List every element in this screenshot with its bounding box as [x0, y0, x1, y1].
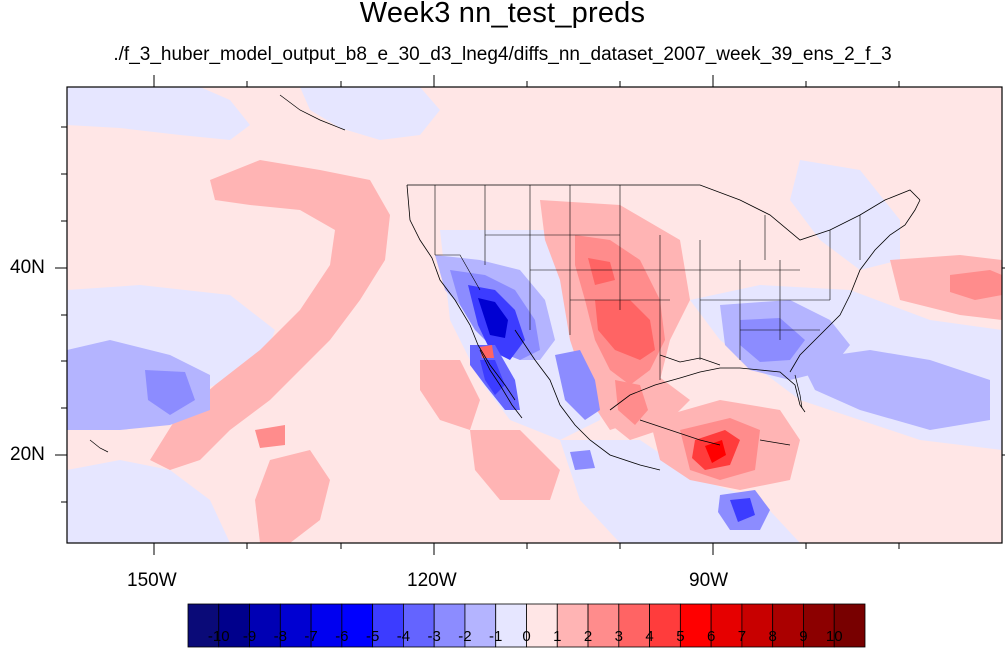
colorbar-swatch — [772, 603, 804, 648]
state-borders — [434, 185, 861, 380]
colorbar-label: -1 — [489, 628, 503, 645]
plot-title: Week3 nn_test_preds — [359, 0, 646, 29]
colorbar-swatch — [526, 603, 558, 648]
colorbar-label: -5 — [365, 628, 380, 645]
colorbar-label: 3 — [614, 628, 623, 645]
colorbar-swatch — [279, 603, 312, 648]
colorbar-label: -2 — [458, 628, 472, 645]
colorbar-swatch — [218, 603, 250, 648]
lat-label-20n: 20N — [10, 444, 45, 465]
field-baja-west — [420, 360, 480, 430]
lon-label-150w: 150W — [127, 570, 177, 591]
field-northeast-pacific — [67, 87, 250, 140]
field-pacific-spot — [255, 425, 285, 448]
colorbar-label: 2 — [583, 628, 593, 645]
lat-label-40n: 40N — [10, 257, 45, 278]
field-hispaniola-blue — [570, 450, 595, 470]
field-kansas — [588, 258, 615, 285]
colorbar-label: 6 — [706, 628, 716, 645]
colorbar-label: 10 — [825, 628, 843, 645]
islands — [89, 94, 803, 453]
field-central-pacific-core — [145, 370, 195, 415]
field-mexico-east — [555, 350, 600, 420]
colorbar-swatch — [649, 603, 681, 648]
colorbar-swatch — [433, 603, 466, 648]
colorbar-label: 4 — [645, 628, 654, 645]
colorbar-label: -4 — [396, 628, 411, 645]
field-pacific-low — [470, 430, 560, 500]
lon-label-90w: 90W — [689, 570, 729, 591]
contour-field — [67, 87, 1002, 543]
plot-subtitle: ./f_3_huber_model_output_b8_e_30_d3_lneg… — [113, 44, 892, 65]
field-atlantic — [800, 350, 990, 430]
colorbar-label: 9 — [799, 628, 808, 645]
lon-label-120w: 120W — [407, 570, 457, 591]
colorbar-label: 5 — [676, 628, 685, 645]
field-northeast-pacific — [300, 87, 440, 140]
axis-ticks — [55, 75, 1005, 555]
colorbar-label: -9 — [242, 628, 257, 645]
field-central-america-core — [730, 498, 755, 522]
colorbar-swatch — [679, 603, 712, 648]
colorbar-swatch — [403, 603, 435, 648]
colorbar-swatch — [341, 603, 374, 648]
colorbar-label: -8 — [273, 628, 287, 645]
colorbar-swatch — [833, 603, 866, 648]
field-atlantic-east — [950, 270, 1002, 300]
colorbar — [187, 603, 866, 648]
colorbar-label: -6 — [335, 628, 349, 645]
colorbar-label: -7 — [304, 628, 318, 645]
colorbar-swatch — [710, 603, 743, 648]
colorbar-swatch — [587, 603, 620, 648]
colorbar-swatch — [618, 603, 650, 648]
field-upper-ne — [790, 160, 900, 270]
field-pacific-south — [67, 460, 230, 543]
colorbar-swatch — [803, 603, 835, 648]
field-caribbean-peak — [705, 440, 726, 463]
coastlines — [406, 184, 921, 471]
field-southern-plains-core — [595, 300, 655, 360]
colorbar-label: 8 — [768, 628, 777, 645]
colorbar-label: 0 — [522, 628, 531, 645]
colorbar-swatch — [741, 603, 774, 648]
colorbar-label: -3 — [427, 628, 441, 645]
colorbar-label: -10 — [207, 628, 230, 645]
field-southwest-deep — [478, 298, 508, 338]
field-baja-core — [480, 360, 505, 395]
field-southeast-mid — [740, 318, 805, 362]
field-west-atlantic — [890, 255, 1002, 320]
colorbar-label: 1 — [553, 628, 562, 645]
colorbar-label: 7 — [737, 628, 747, 645]
colorbar-swatch — [464, 603, 497, 648]
field-pacific-sw — [255, 450, 330, 543]
colorbar-swatch — [187, 603, 220, 648]
